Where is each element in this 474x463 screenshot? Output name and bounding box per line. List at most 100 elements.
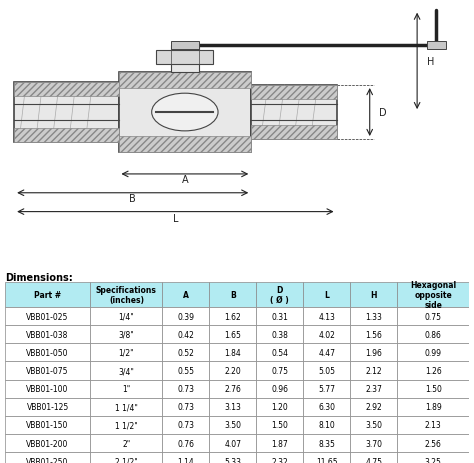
Bar bbox=[210, 307, 256, 325]
Text: VBB01-038: VBB01-038 bbox=[27, 330, 69, 339]
Bar bbox=[156, 51, 213, 64]
Bar bbox=[210, 434, 256, 452]
Bar bbox=[14, 129, 118, 142]
Text: 1.84: 1.84 bbox=[225, 348, 241, 357]
Text: 1.26: 1.26 bbox=[425, 366, 442, 375]
Text: VBB01-150: VBB01-150 bbox=[27, 420, 69, 430]
Bar bbox=[162, 416, 210, 434]
Bar bbox=[256, 452, 303, 463]
Bar bbox=[256, 307, 303, 325]
Bar bbox=[210, 344, 256, 362]
Bar bbox=[91, 398, 162, 416]
Bar bbox=[397, 434, 469, 452]
Text: 2.32: 2.32 bbox=[272, 457, 288, 463]
Text: VBB01-100: VBB01-100 bbox=[27, 384, 69, 393]
Bar bbox=[5, 452, 91, 463]
Text: 1.65: 1.65 bbox=[224, 330, 241, 339]
Text: 1/4": 1/4" bbox=[118, 312, 134, 321]
Text: 1 1/2": 1 1/2" bbox=[115, 420, 138, 430]
Text: 3.50: 3.50 bbox=[224, 420, 241, 430]
Text: 0.99: 0.99 bbox=[425, 348, 442, 357]
Bar bbox=[303, 362, 350, 380]
Text: 0.31: 0.31 bbox=[272, 312, 288, 321]
Text: 0.73: 0.73 bbox=[177, 420, 194, 430]
Text: D: D bbox=[379, 108, 387, 118]
Text: Hexagonal
opposite
side: Hexagonal opposite side bbox=[410, 280, 456, 310]
Text: 1.96: 1.96 bbox=[365, 348, 383, 357]
Text: H: H bbox=[371, 290, 377, 299]
Text: 3.25: 3.25 bbox=[425, 457, 442, 463]
Text: 1": 1" bbox=[122, 384, 130, 393]
Bar bbox=[350, 282, 397, 307]
Bar bbox=[5, 398, 91, 416]
Text: Dimensions:: Dimensions: bbox=[5, 272, 73, 282]
Bar bbox=[171, 42, 199, 50]
Bar bbox=[251, 126, 337, 140]
Text: 2.20: 2.20 bbox=[225, 366, 241, 375]
Bar bbox=[162, 398, 210, 416]
Bar bbox=[210, 452, 256, 463]
Bar bbox=[397, 416, 469, 434]
Text: Specifications
(inches): Specifications (inches) bbox=[96, 285, 157, 305]
Bar bbox=[91, 362, 162, 380]
Bar bbox=[256, 434, 303, 452]
Bar bbox=[350, 398, 397, 416]
Text: 1 1/4": 1 1/4" bbox=[115, 402, 138, 412]
Bar bbox=[210, 380, 256, 398]
Bar bbox=[397, 344, 469, 362]
Bar bbox=[256, 416, 303, 434]
Text: 1.20: 1.20 bbox=[272, 402, 288, 412]
Bar bbox=[350, 416, 397, 434]
Text: 2.13: 2.13 bbox=[425, 420, 442, 430]
Text: A: A bbox=[183, 290, 189, 299]
Bar bbox=[5, 325, 91, 344]
Bar bbox=[397, 362, 469, 380]
Bar bbox=[303, 325, 350, 344]
Text: 1.89: 1.89 bbox=[425, 402, 442, 412]
Bar bbox=[256, 362, 303, 380]
Text: 4.47: 4.47 bbox=[319, 348, 336, 357]
Bar bbox=[303, 398, 350, 416]
Bar bbox=[397, 325, 469, 344]
Text: 3.13: 3.13 bbox=[224, 402, 241, 412]
Text: 4.13: 4.13 bbox=[319, 312, 335, 321]
Text: 2.76: 2.76 bbox=[224, 384, 241, 393]
Text: 4.75: 4.75 bbox=[365, 457, 383, 463]
Bar bbox=[118, 73, 251, 153]
Text: 1.14: 1.14 bbox=[177, 457, 194, 463]
Text: H: H bbox=[427, 57, 434, 67]
Bar bbox=[118, 73, 251, 88]
Text: 4.02: 4.02 bbox=[319, 330, 335, 339]
Text: VBB01-250: VBB01-250 bbox=[27, 457, 69, 463]
Bar bbox=[162, 344, 210, 362]
Bar bbox=[397, 398, 469, 416]
Text: 0.73: 0.73 bbox=[177, 384, 194, 393]
Bar bbox=[162, 380, 210, 398]
Text: 1.62: 1.62 bbox=[225, 312, 241, 321]
Bar bbox=[162, 434, 210, 452]
Bar bbox=[350, 344, 397, 362]
Bar bbox=[162, 362, 210, 380]
Bar bbox=[256, 282, 303, 307]
Text: B: B bbox=[230, 290, 236, 299]
Text: 3/8": 3/8" bbox=[118, 330, 134, 339]
Bar bbox=[350, 362, 397, 380]
Bar bbox=[210, 325, 256, 344]
Text: 3/4": 3/4" bbox=[118, 366, 134, 375]
Text: 0.52: 0.52 bbox=[177, 348, 194, 357]
Bar bbox=[91, 380, 162, 398]
Text: 1.33: 1.33 bbox=[365, 312, 383, 321]
Text: B: B bbox=[129, 194, 136, 203]
Text: L: L bbox=[173, 213, 178, 224]
Text: 5.33: 5.33 bbox=[224, 457, 241, 463]
Text: Part #: Part # bbox=[34, 290, 61, 299]
Bar bbox=[5, 380, 91, 398]
Bar bbox=[171, 46, 199, 73]
Text: 8.10: 8.10 bbox=[319, 420, 335, 430]
Bar bbox=[5, 416, 91, 434]
Bar bbox=[210, 398, 256, 416]
Text: 1.56: 1.56 bbox=[365, 330, 383, 339]
Bar bbox=[303, 307, 350, 325]
Text: 2": 2" bbox=[122, 438, 130, 448]
Text: 1.50: 1.50 bbox=[272, 420, 288, 430]
